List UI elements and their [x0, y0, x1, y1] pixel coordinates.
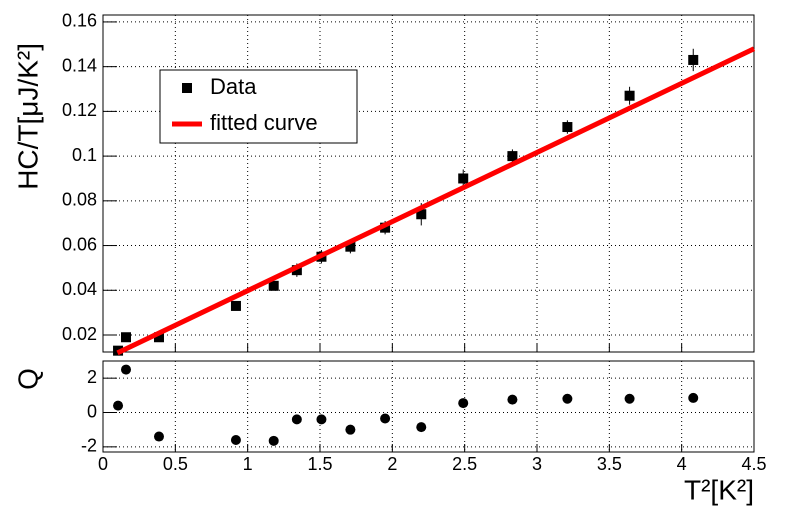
- data-point: [316, 414, 327, 425]
- legend-label: fitted curve: [210, 110, 318, 135]
- data-point: [345, 241, 356, 252]
- data-point: [268, 435, 279, 446]
- legend-swatch: [182, 83, 192, 93]
- legend: Data fitted curve: [159, 69, 358, 144]
- data-point: [153, 431, 164, 442]
- data-point: [230, 434, 241, 445]
- y-axis-label: Q: [12, 368, 43, 390]
- x-tick-label: 3: [532, 454, 542, 474]
- y-tick-label: 0.12: [62, 100, 97, 120]
- legend-label: Data: [210, 74, 257, 99]
- data-point: [688, 54, 699, 65]
- y-tick-label: -2: [81, 436, 97, 456]
- data-point: [268, 280, 279, 291]
- data-point: [562, 393, 573, 404]
- data-point: [624, 393, 635, 404]
- fit-line: [116, 46, 756, 356]
- y-tick-label: 2: [87, 367, 97, 387]
- data-point: [624, 90, 635, 101]
- data-point: [121, 332, 132, 343]
- data-point: [507, 151, 518, 162]
- data-point: [291, 414, 302, 425]
- data-point: [562, 122, 573, 133]
- y-tick-label: 0.16: [62, 11, 97, 31]
- y-axis-label: HC/T[μJ/K²]: [12, 43, 43, 190]
- data-point: [345, 424, 356, 435]
- data-point: [113, 400, 124, 411]
- data-point: [507, 394, 518, 405]
- x-tick-label: 3.5: [597, 454, 622, 474]
- data-point: [416, 422, 427, 433]
- x-tick-label: 4: [677, 454, 687, 474]
- data-point: [230, 300, 241, 311]
- x-tick-label: 1.5: [307, 454, 332, 474]
- legend-box: [159, 69, 358, 144]
- plot-frame: [102, 14, 755, 353]
- plot-frame: [102, 360, 755, 453]
- data-point: [153, 332, 164, 343]
- y-tick-label: 0.08: [62, 190, 97, 210]
- x-axis-label: T²[K²]: [684, 474, 754, 505]
- data-point: [121, 364, 132, 375]
- data-point: [458, 173, 469, 184]
- y-tick-label: 0.1: [72, 145, 97, 165]
- data-point: [688, 392, 699, 403]
- y-tick-label: 0.02: [62, 324, 97, 344]
- data-point: [458, 398, 469, 409]
- y-tick-label: 0.14: [62, 55, 97, 75]
- data-point: [416, 209, 427, 220]
- y-tick-label: 0.04: [62, 279, 97, 299]
- data-point: [291, 265, 302, 276]
- x-tick-label: 1: [243, 454, 253, 474]
- x-tick-label: 2: [387, 454, 397, 474]
- x-tick-label: 0: [98, 454, 108, 474]
- x-tick-label: 4.5: [741, 454, 766, 474]
- y-tick-label: 0: [87, 401, 97, 421]
- y-tick-label: 0.06: [62, 234, 97, 254]
- x-tick-label: 0.5: [163, 454, 188, 474]
- data-point: [380, 413, 391, 424]
- x-tick-label: 2.5: [452, 454, 477, 474]
